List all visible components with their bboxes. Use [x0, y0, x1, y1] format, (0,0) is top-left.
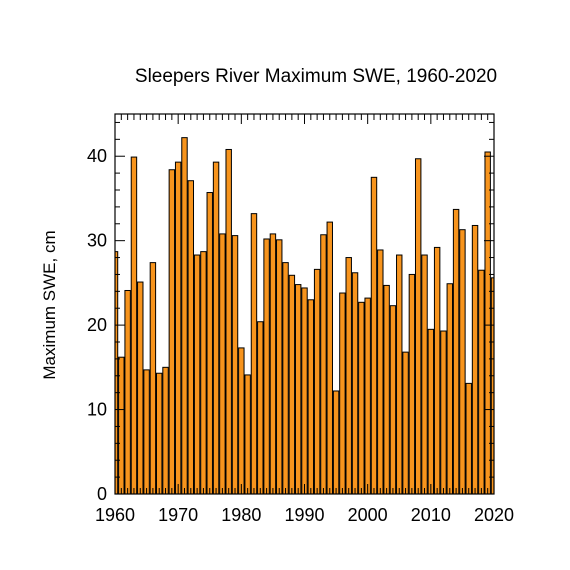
x-tick-label: 1960: [95, 505, 135, 525]
bar-1990: [301, 287, 308, 495]
bar-1963: [130, 156, 138, 495]
bar-1980: [238, 347, 245, 495]
x-tick-label: 1980: [221, 505, 261, 525]
bar-1966: [149, 262, 157, 495]
bar-1962: [124, 289, 131, 495]
bar-2013: [446, 283, 454, 495]
bar-1978: [225, 148, 232, 495]
bar-1968: [162, 366, 169, 495]
ticks: [114, 114, 495, 495]
chart-title: Sleepers River Maximum SWE, 1960-2020: [135, 66, 497, 87]
x-tick-label: 2020: [474, 505, 514, 525]
bar-1981: [244, 374, 251, 495]
bar-1987: [282, 262, 289, 495]
bar-2004: [389, 305, 397, 495]
bar-2018: [478, 269, 485, 495]
bar-1969: [168, 169, 176, 495]
bar-2012: [440, 330, 447, 495]
bar-1967: [156, 372, 163, 495]
tick-labels: 1960 1970 1980 1990 2000 2010 2020 0 10 20 30 40: [87, 146, 514, 525]
bar-1971: [181, 137, 188, 495]
x-tick-label: 2010: [411, 505, 451, 525]
bar-2008: [414, 158, 422, 495]
bar-1970: [174, 161, 182, 495]
bar-1998: [351, 272, 359, 495]
y-tick-label: 30: [87, 231, 107, 251]
bar-1976: [212, 161, 220, 495]
bar-2011: [433, 246, 441, 495]
bars: [114, 137, 495, 495]
bar-2015: [459, 229, 466, 495]
plot-frame: [114, 113, 495, 495]
bar-1965: [143, 369, 150, 495]
bar-1972: [187, 180, 195, 495]
x-tick-label: 2000: [348, 505, 388, 525]
bar-1973: [193, 254, 201, 495]
bar-2009: [421, 254, 428, 495]
bar-2010: [427, 328, 435, 495]
bar-1979: [231, 235, 239, 495]
y-tick-label: 40: [87, 146, 107, 166]
y-tick-label: 0: [97, 484, 107, 504]
bar-1988: [288, 274, 296, 495]
y-tick-label: 10: [87, 400, 107, 420]
bar-1993: [320, 234, 327, 495]
bar-1989: [294, 284, 302, 495]
bar-1964: [137, 281, 144, 495]
bar-2005: [396, 254, 403, 495]
bar-1982: [250, 213, 258, 495]
bar-1992: [313, 268, 321, 495]
bar-1984: [263, 238, 270, 495]
bar-1997: [345, 257, 352, 495]
bar-1994: [326, 221, 333, 495]
bar-2017: [471, 224, 479, 495]
bar-2014: [452, 208, 460, 495]
bar-2007: [408, 273, 416, 495]
bar-1977: [219, 233, 226, 495]
bar-2019: [484, 151, 491, 495]
bar-1983: [257, 321, 264, 495]
bar-1986: [276, 239, 283, 495]
bar-1995: [332, 390, 340, 495]
x-tick-label: 1970: [158, 505, 198, 525]
bar-1999: [358, 301, 365, 495]
bar-2002: [377, 249, 384, 495]
bar-1974: [200, 251, 207, 495]
bar-1961: [118, 356, 125, 495]
bar-2006: [402, 351, 409, 495]
bar-1975: [206, 192, 213, 495]
bar-1985: [269, 233, 277, 495]
bar-2016: [465, 382, 472, 495]
bar-1991: [307, 299, 315, 495]
y-axis-label: Maximum SWE, cm: [40, 230, 59, 379]
bar-2000: [364, 297, 371, 495]
bar-1996: [339, 292, 346, 495]
x-tick-label: 1990: [284, 505, 324, 525]
bar-2001: [370, 176, 378, 495]
bar-2003: [383, 284, 390, 495]
y-tick-label: 20: [87, 315, 107, 335]
